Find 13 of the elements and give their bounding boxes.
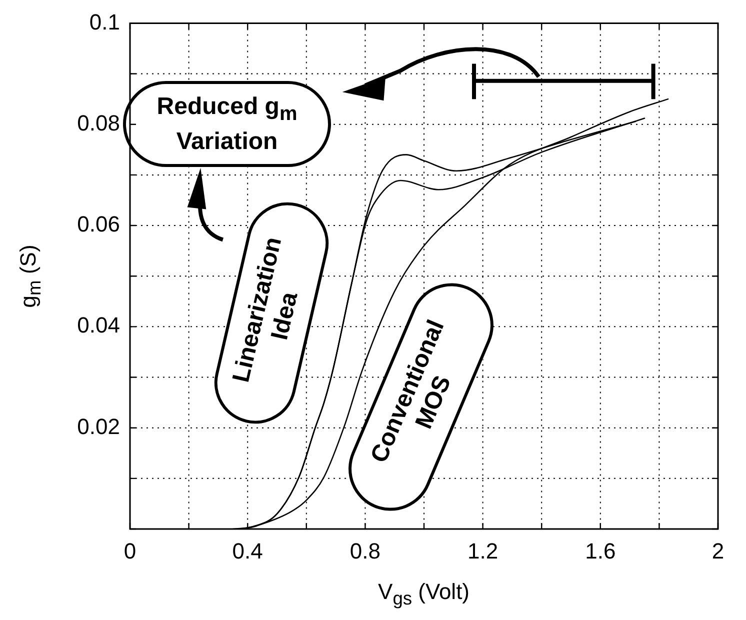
x-tick-label: 1.6 — [585, 538, 616, 564]
y-tick-label: 0.02 — [77, 414, 120, 439]
y-tick-label: 0.04 — [77, 312, 120, 338]
y-tick-label: 0.08 — [77, 110, 120, 136]
x-tick-label: 1.2 — [468, 538, 498, 564]
x-tick-label: 0.8 — [350, 538, 380, 564]
x-tick-label: 2 — [712, 538, 724, 564]
x-tick-label: 0.4 — [232, 538, 263, 564]
x-tick-label: 0 — [124, 538, 136, 564]
x-axis-title: V$_{gs}$ (Volt) — [378, 579, 470, 610]
y-tick-label: 0.1 — [89, 9, 120, 34]
annotation: Reduced g$_{m}$ Variation — [156, 92, 298, 156]
y-tick-label: 0.06 — [77, 212, 120, 237]
